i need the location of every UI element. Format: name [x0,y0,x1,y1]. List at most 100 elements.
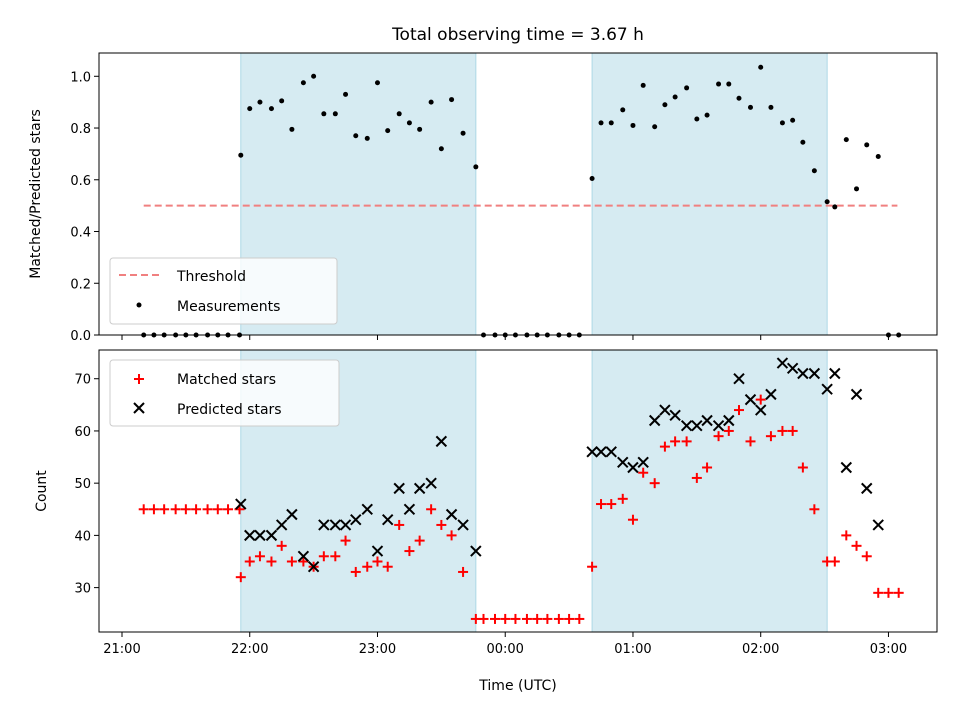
marker-stroke [659,404,671,416]
matched-star-point [873,587,884,598]
measurement-point [238,152,244,158]
y-tick-label: 1.0 [70,70,91,85]
marker-stroke [393,482,405,495]
measurement-point [716,81,722,87]
marker-stroke [872,519,884,531]
y-axis-label: Matched/Predicted stars [28,109,44,279]
shaded-interval [591,349,828,633]
marker-stroke [339,519,352,531]
marker-stroke [627,461,639,474]
matched-star-point [394,519,405,530]
matched-star-point [138,504,149,515]
matched-star-point [691,472,702,483]
predicted-star-point [691,420,703,432]
matched-star-point [587,561,598,572]
measurement-point [473,164,479,170]
predicted-star-point [627,461,639,474]
marker-stroke [318,519,330,531]
measurement-point [736,95,742,101]
top-panel: 0.0 0.2 0.4 0.6 0.8 1.0 Matched/Predicted star… [28,52,938,344]
marker-stroke [765,388,777,401]
measurement-point [343,91,349,97]
measurement-point [811,168,817,174]
matched-star-point [777,425,788,436]
matched-star-point [350,566,361,577]
x-tick-label: 01:00 [614,642,651,657]
matched-star-point [458,566,469,577]
y-axis-label: Count [34,470,50,512]
y-tick-label: 0.8 [70,122,91,137]
marker-stroke [605,446,617,458]
measurement-point [875,153,881,159]
matched-star-point [254,551,265,562]
measurement-point [652,124,658,130]
matched-star-point [478,613,489,624]
predicted-star-point [318,519,330,531]
matched-star-point [617,493,628,504]
predicted-star-point [648,414,661,427]
predicted-star-point [680,420,693,432]
marker-stroke [435,435,448,448]
y-tick-label: 0.0 [70,329,91,344]
measurement-point [300,80,306,86]
matched-star-point [893,587,904,598]
marker-stroke [381,514,394,526]
legend-box [109,359,340,427]
x-tick-label: 00:00 [486,642,523,657]
matched-star-point [851,540,862,551]
legend-label: Predicted stars [177,402,282,418]
measurement-point [460,130,466,136]
y-tick-label: 30 [74,582,91,597]
measurement-point [768,104,774,110]
predicted-star-point [850,388,863,401]
marker-stroke [840,461,853,474]
predicted-star-point [307,561,320,573]
marker-stroke [265,529,278,542]
matched-star-point [606,499,617,510]
matched-star-point [436,519,447,530]
predicted-star-point [297,550,310,562]
matched-star-point [553,613,564,624]
predicted-star-point [701,414,713,427]
measurement-point [417,126,423,132]
predicted-star-point [329,519,342,531]
predicted-star-point [617,456,629,468]
legend-label: Matched stars [177,372,276,388]
predicted-star-point [821,383,833,395]
predicted-star-point [776,357,789,369]
marker-stroke [595,446,607,458]
marker-stroke [648,414,661,427]
marker-stroke [275,519,288,531]
measurement-point [289,126,295,132]
matched-star-point [500,613,511,624]
predicted-star-point [829,367,841,380]
measurement-point [311,73,317,79]
legend: Matched stars Predicted stars [109,359,340,427]
marker-stroke [808,367,821,380]
marker-stroke [371,545,384,557]
measurement-point [428,99,434,105]
matched-star-point [372,556,383,567]
predicted-star-point [872,519,884,531]
matched-star-point [723,425,734,436]
measurement-point [630,122,636,128]
marker-stroke [617,456,629,468]
predicted-star-point [381,514,394,526]
predicted-star-point [286,508,298,521]
marker-stroke [329,519,342,531]
marker-stroke [244,529,256,542]
marker-stroke [680,420,693,432]
matched-star-point [681,436,692,447]
measurement-point [672,94,678,100]
measurement-point [279,98,285,104]
matched-star-point [532,613,543,624]
predicted-star-point [339,519,352,531]
marker-stroke [712,420,725,432]
matched-star-point [809,504,820,515]
predicted-star-point [445,508,458,521]
marker-stroke [669,409,681,421]
matched-star-point [159,504,170,515]
measurement-point [694,116,700,122]
marker-stroke [470,545,482,557]
marker-stroke [361,503,373,515]
